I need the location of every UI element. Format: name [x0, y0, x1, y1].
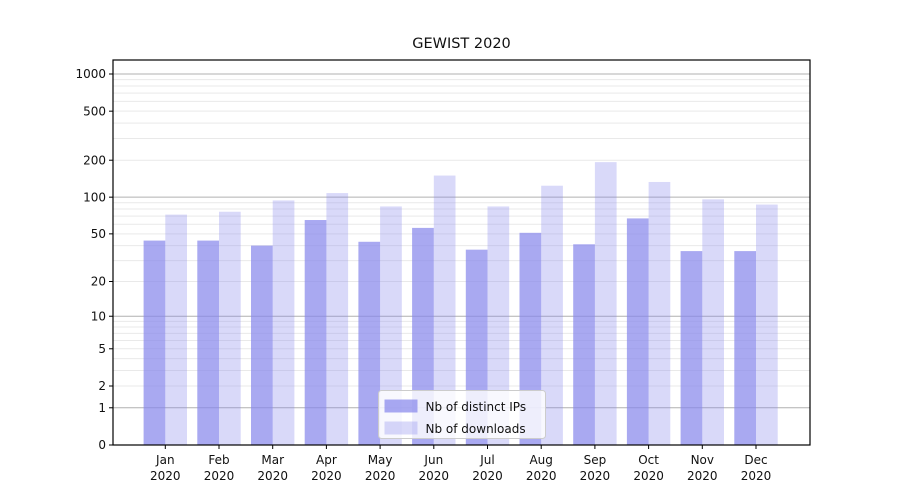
x-tick-label: May 2020: [365, 453, 396, 483]
x-tick-label: Sep 2020: [580, 453, 611, 483]
bar-downloads-jan: [165, 214, 187, 445]
bar-distinct-ips-may: [358, 241, 381, 445]
y-tick-label: 20: [91, 275, 106, 289]
y-tick-label: 500: [83, 104, 106, 118]
bar-distinct-ips-mar: [251, 245, 273, 445]
bar-downloads-nov: [702, 199, 724, 445]
bar-downloads-apr: [326, 193, 349, 445]
bar-distinct-ips-sep: [573, 244, 595, 445]
y-tick-label: 0: [98, 438, 106, 452]
legend-label-distinct-ips: Nb of distinct IPs: [426, 400, 527, 414]
bar-downloads-aug: [541, 185, 563, 445]
chart-title: GEWIST 2020: [412, 36, 511, 52]
y-tick-label: 50: [91, 227, 106, 241]
bar-downloads-jul: [487, 206, 510, 445]
x-tick-label: Mar 2020: [257, 453, 288, 483]
bar-downloads-mar: [272, 200, 295, 445]
x-tick-label: Jun 2020: [419, 453, 450, 483]
y-tick-label: 10: [91, 309, 106, 323]
bar-distinct-ips-apr: [304, 220, 327, 445]
x-tick-label: Feb 2020: [204, 453, 235, 483]
x-tick-label: Nov 2020: [687, 453, 718, 483]
bar-distinct-ips-oct: [626, 218, 649, 445]
bar-distinct-ips-dec: [734, 251, 756, 445]
x-tick-label: Aug 2020: [526, 453, 557, 483]
y-tick-label: 1000: [75, 67, 106, 81]
y-tick-label: 1: [98, 401, 106, 415]
y-tick-label: 5: [98, 342, 106, 356]
y-tick-label: 200: [83, 153, 106, 167]
legend-swatch-downloads: [384, 421, 418, 435]
bar-downloads-oct: [648, 181, 671, 446]
bar-downloads-jun: [433, 175, 456, 445]
x-tick-label: Jan 2020: [150, 453, 181, 483]
bar-downloads-may: [380, 206, 402, 445]
bar-downloads-dec: [756, 204, 778, 445]
legend-swatch-distinct-ips: [384, 399, 418, 413]
bar-downloads-feb: [219, 211, 241, 445]
bar-distinct-ips-jan: [143, 240, 166, 445]
x-tick-label: Oct 2020: [633, 453, 664, 483]
legend-box: [378, 390, 546, 439]
y-tick-label: 2: [98, 379, 106, 393]
bar-distinct-ips-nov: [680, 251, 703, 445]
y-tick-label: 100: [83, 190, 106, 204]
x-tick-label: Dec 2020: [741, 453, 772, 483]
legend-label-downloads: Nb of downloads: [426, 422, 526, 436]
bar-downloads-sep: [594, 162, 617, 445]
x-tick-label: Apr 2020: [311, 453, 342, 483]
plot-border: [112, 59, 811, 446]
bar-distinct-ips-feb: [197, 240, 219, 445]
x-tick-label: Jul 2020: [472, 453, 503, 483]
